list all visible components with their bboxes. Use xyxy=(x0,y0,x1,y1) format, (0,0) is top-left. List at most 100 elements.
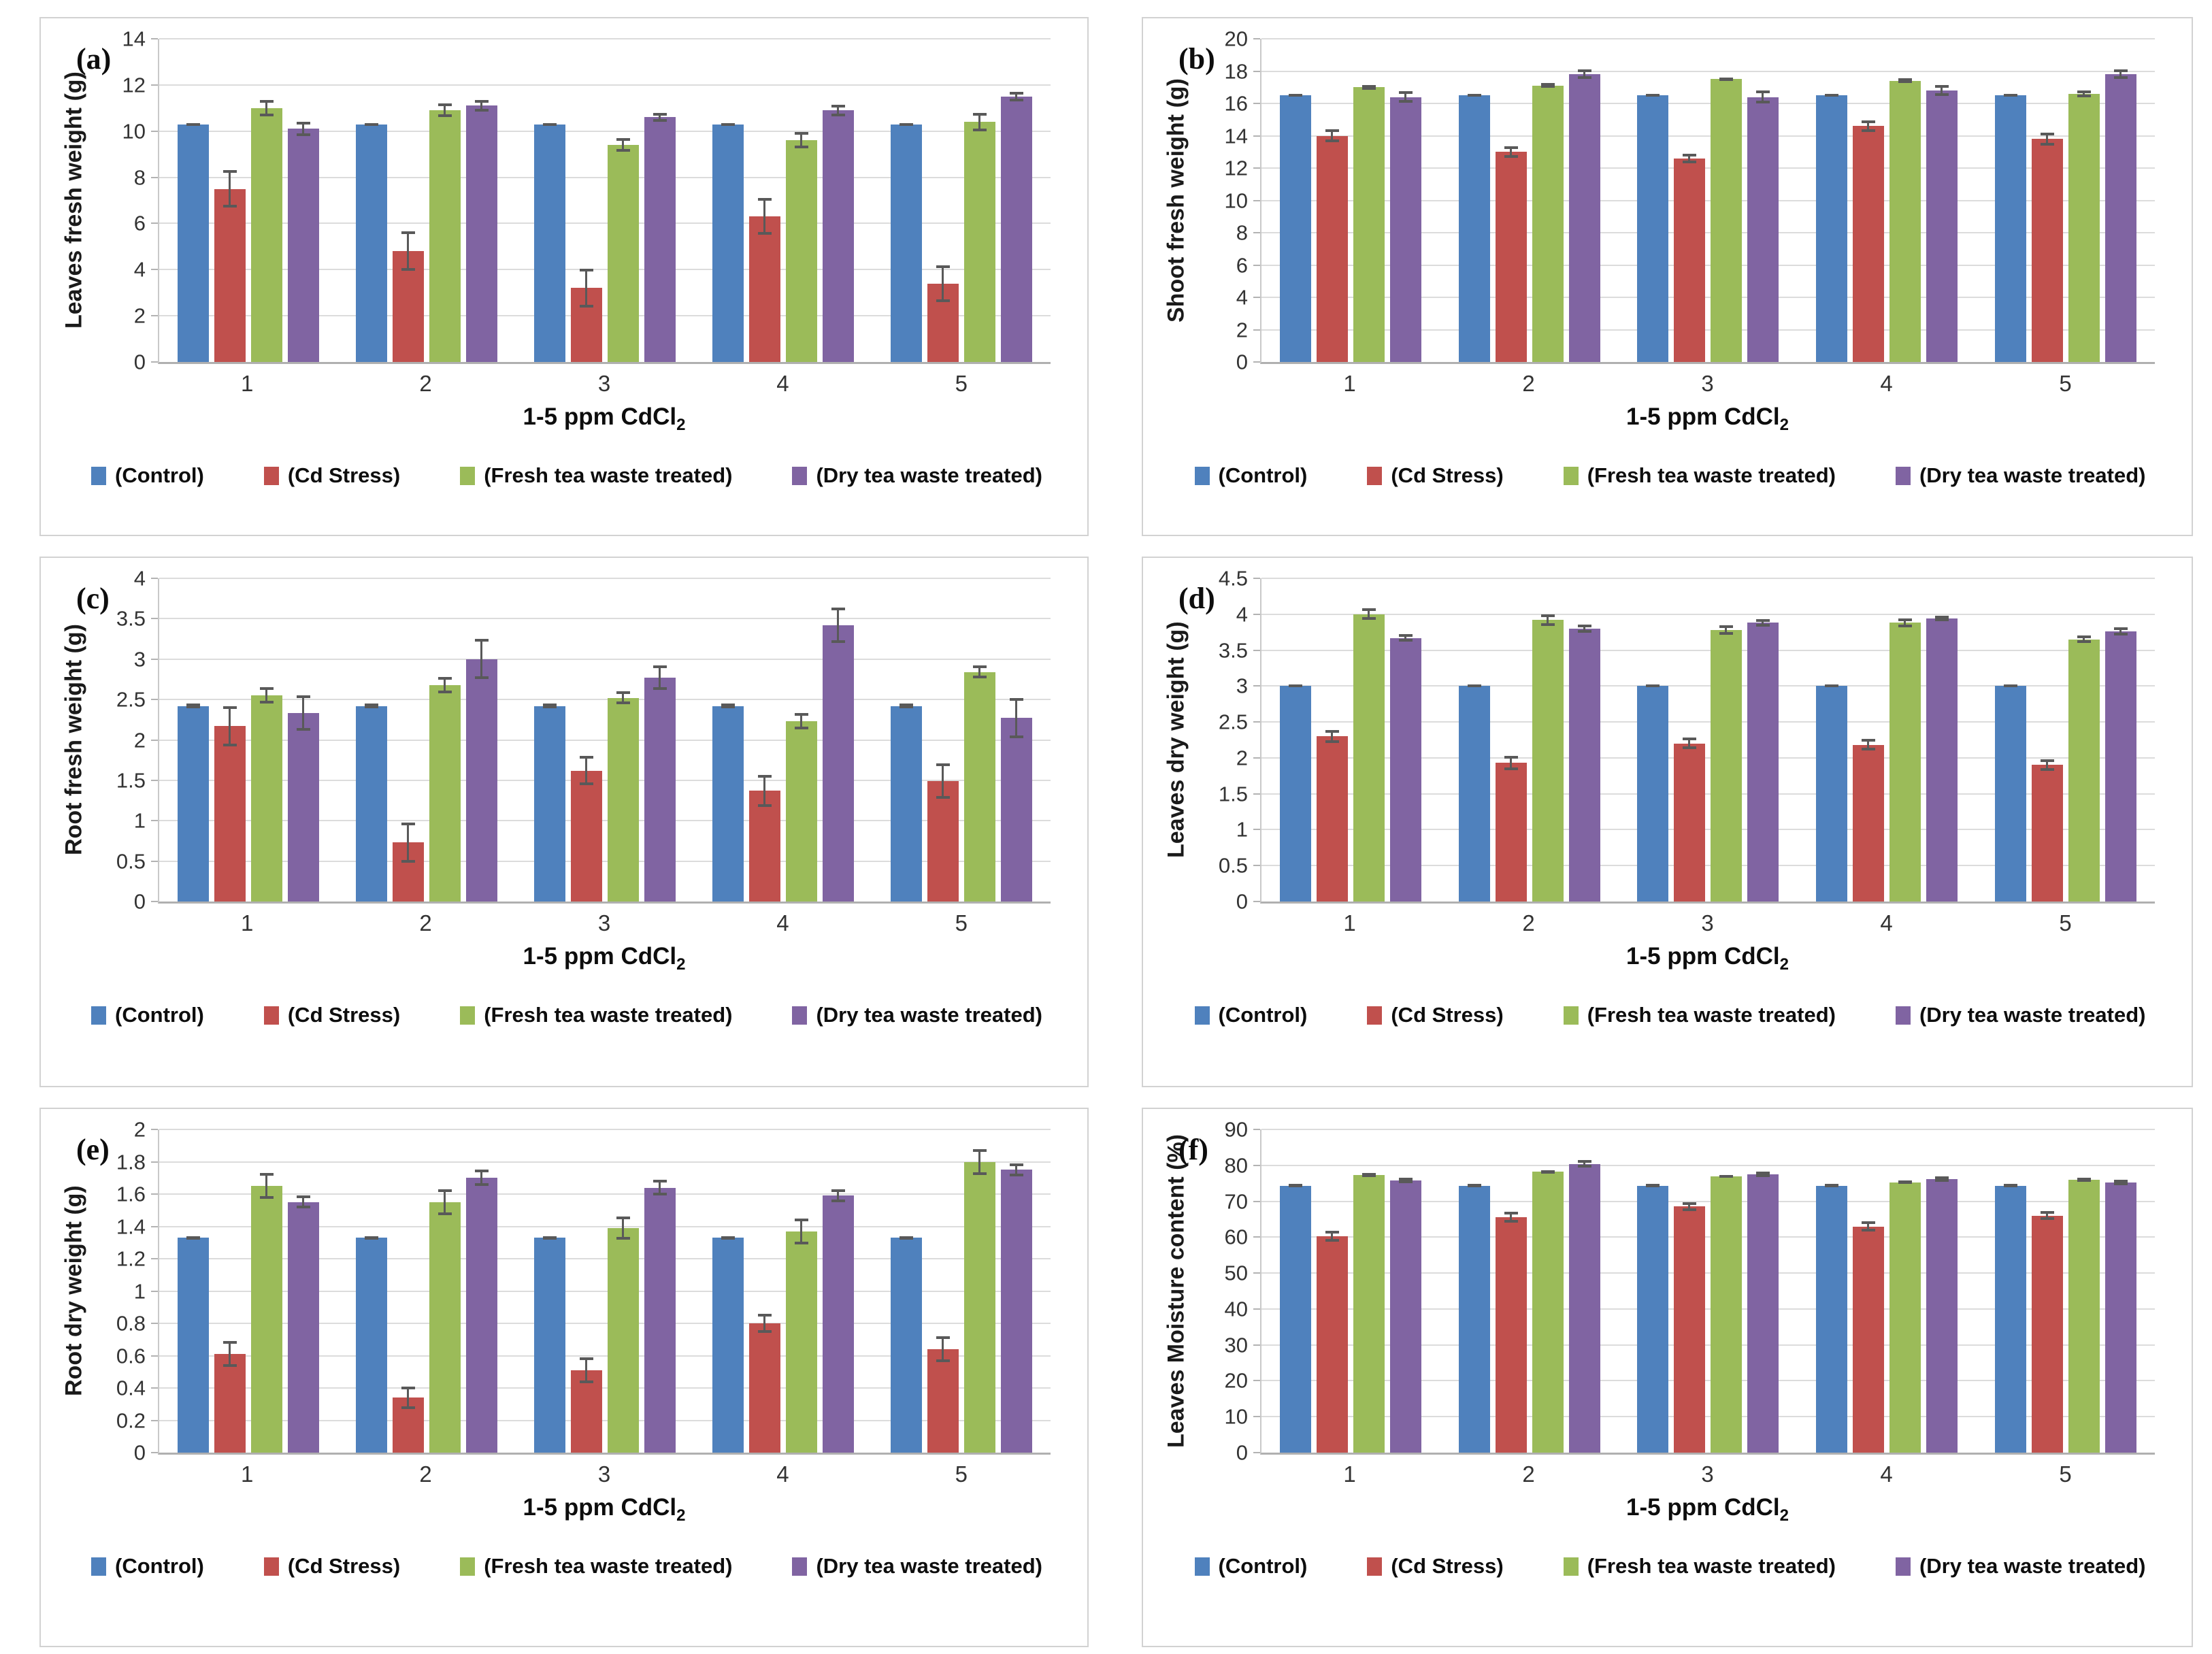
legend-item: (Cd Stress) xyxy=(263,1554,400,1578)
error-bar-bottom-cap xyxy=(973,1172,987,1175)
error-bar-line xyxy=(1867,120,1870,132)
y-tick-mark xyxy=(1253,1164,1260,1166)
plot-column: 1 2 3 4 5 1-5 ppm CdCl2 xyxy=(1260,1129,2155,1536)
chart-root-dry-weight: Root dry weight (g) 0 0.2 0.4 0.6 0.8 1 1.2 1.4 1… xyxy=(53,1119,1080,1536)
error-bar xyxy=(831,1189,845,1202)
bar-slot xyxy=(1317,578,1349,902)
error-bar-line xyxy=(407,822,409,863)
y-tick-mark xyxy=(1253,329,1260,331)
bar xyxy=(1889,80,1921,362)
error-bar-line xyxy=(1404,1177,1407,1184)
error-bar xyxy=(1935,615,1949,622)
y-tick-mark xyxy=(151,38,158,39)
y-tick-label: 1.8 xyxy=(116,1150,146,1174)
gridline xyxy=(1261,1344,2155,1346)
error-bar-bottom-cap xyxy=(1289,94,1303,97)
error-bar-bottom-cap xyxy=(543,706,557,709)
y-tick-label: 18 xyxy=(1224,59,1248,83)
bar-group xyxy=(1619,39,1798,362)
y-tick-label: 4 xyxy=(1236,602,1248,627)
legend-item: (Dry tea waste treated) xyxy=(1895,463,2145,488)
bar xyxy=(1674,1206,1706,1453)
legend-item: (Fresh tea waste treated) xyxy=(460,463,732,488)
error-bar-bottom-cap xyxy=(2077,94,2091,97)
legend-swatch xyxy=(1367,1006,1383,1025)
legend-label: (Dry tea waste treated) xyxy=(816,1554,1042,1578)
x-axis-title-subscript: 2 xyxy=(1779,1506,1789,1525)
x-category-label: 4 xyxy=(1880,1461,1893,1487)
y-tick-mark xyxy=(1253,685,1260,687)
error-bar-line xyxy=(659,1179,661,1196)
error-bar xyxy=(365,1236,378,1240)
error-bar-line xyxy=(978,1148,980,1175)
error-bar xyxy=(186,122,200,126)
bar-slot xyxy=(1926,39,1958,362)
error-bar xyxy=(580,1357,593,1383)
error-bar-line xyxy=(585,756,587,785)
x-axis-title-subscript: 2 xyxy=(676,955,686,974)
y-tick-label: 2 xyxy=(1236,746,1248,770)
x-axis-title: 1-5 ppm CdCl2 xyxy=(158,1494,1051,1536)
legend-swatch xyxy=(263,1557,279,1576)
y-axis: 0 2 4 6 8 10 12 14 xyxy=(95,29,158,373)
bar-slot xyxy=(571,39,602,362)
error-bar xyxy=(1325,1230,1340,1242)
bar xyxy=(429,684,461,902)
error-bar-bottom-cap xyxy=(1362,1174,1376,1177)
panel-a-label: (a) xyxy=(76,42,112,76)
error-bar xyxy=(543,122,557,126)
bar-slot xyxy=(891,1129,922,1453)
error-bar xyxy=(1719,1175,1734,1178)
legend-item: (Cd Stress) xyxy=(1367,1554,1504,1578)
y-tick-mark xyxy=(151,658,158,660)
error-bar-bottom-cap xyxy=(1862,129,1876,132)
bar-slot xyxy=(749,39,780,362)
error-bar-bottom-cap xyxy=(936,796,950,799)
error-bar-bottom-cap xyxy=(1467,94,1481,97)
bar xyxy=(1926,90,1958,362)
error-bar xyxy=(401,822,415,863)
y-tick-mark xyxy=(1253,829,1260,831)
legend: (Control) (Cd Stress) (Fresh tea waste tre… xyxy=(53,985,1080,1045)
x-category-label: 1 xyxy=(241,910,254,936)
chart-body: Leaves Moisture content (%) 0 10 20 30 40 50 60… xyxy=(1155,1119,2185,1536)
bar xyxy=(1994,1185,2026,1453)
error-bar-bottom-cap xyxy=(899,122,913,126)
error-bar xyxy=(936,763,950,799)
x-category-label: 3 xyxy=(597,1461,611,1487)
error-bar-bottom-cap xyxy=(758,804,772,808)
chart-body: Shoot fresh weight (g) 0 2 4 6 8 10 12 14 16 18 20 1… xyxy=(1155,29,2185,446)
error-bar-bottom-cap xyxy=(758,232,772,235)
error-bar-line xyxy=(585,1357,587,1383)
bar-slot xyxy=(288,578,319,902)
panel-f-label: (f) xyxy=(1178,1133,1208,1166)
bar xyxy=(608,1227,639,1453)
error-bar xyxy=(2040,1211,2054,1220)
y-tick-mark xyxy=(1253,578,1260,579)
error-bar-bottom-cap xyxy=(1325,139,1340,142)
bar-slot xyxy=(2031,578,2063,902)
gridline xyxy=(159,739,1051,741)
error-bar xyxy=(653,1179,667,1196)
error-bar-bottom-cap xyxy=(2077,640,2091,643)
bar xyxy=(786,721,817,902)
x-category-label: 4 xyxy=(1880,371,1893,396)
x-axis-title: 1-5 ppm CdCl2 xyxy=(1260,1494,2155,1536)
gridline xyxy=(1261,297,2155,298)
legend-label: (Fresh tea waste treated) xyxy=(484,463,733,487)
error-bar xyxy=(899,704,913,709)
x-axis-title-text: 1-5 ppm CdCl xyxy=(1626,403,1780,430)
chart-shoot-fresh-weight: Shoot fresh weight (g) 0 2 4 6 8 10 12 14 16 18 20 1… xyxy=(1155,29,2185,446)
error-bar xyxy=(401,1386,415,1409)
bar xyxy=(429,1202,461,1453)
legend-item: (Control) xyxy=(91,1003,204,1027)
error-bar-bottom-cap xyxy=(795,146,808,149)
error-bar xyxy=(2040,132,2054,146)
gridline xyxy=(159,658,1051,660)
error-bar-bottom-cap xyxy=(260,701,274,704)
gridline xyxy=(1261,167,2155,169)
error-bar xyxy=(260,99,274,116)
y-tick-label: 0 xyxy=(1236,350,1248,374)
error-bar-line xyxy=(1867,739,1870,751)
bar xyxy=(1458,686,1490,902)
